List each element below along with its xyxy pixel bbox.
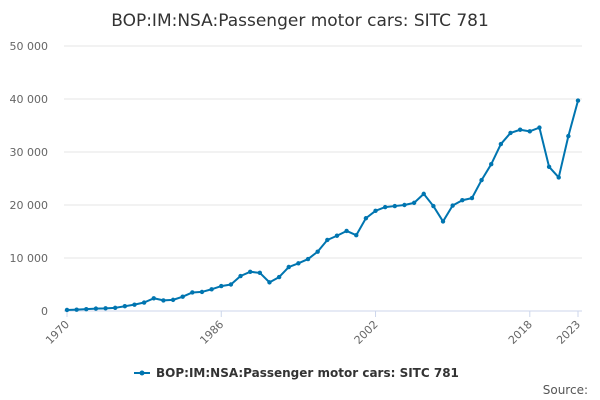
data-point[interactable]	[276, 274, 282, 280]
data-point[interactable]	[219, 283, 224, 289]
x-axis-ticks: 1970 1986 2002 2018 2023	[43, 311, 583, 347]
data-point[interactable]	[508, 130, 513, 136]
x-tick-label: 1986	[197, 318, 226, 347]
x-tick-label: 2002	[352, 318, 381, 347]
data-point[interactable]	[537, 125, 542, 130]
data-point[interactable]	[247, 269, 253, 274]
data-point[interactable]	[450, 203, 455, 208]
data-point[interactable]	[325, 237, 330, 243]
data-point[interactable]	[132, 302, 137, 307]
data-point[interactable]	[296, 261, 301, 266]
data-point[interactable]	[190, 290, 195, 295]
data-point[interactable]	[267, 280, 272, 285]
data-point[interactable]	[440, 219, 446, 224]
y-tick-label: 0	[41, 305, 48, 318]
y-tick-label: 10 000	[10, 252, 49, 265]
data-point[interactable]	[84, 306, 89, 312]
data-point[interactable]	[479, 177, 484, 183]
y-tick-label: 30 000	[10, 146, 49, 159]
data-point[interactable]	[421, 191, 426, 197]
data-point[interactable]	[566, 133, 571, 139]
data-point[interactable]	[161, 298, 166, 303]
data-point[interactable]	[180, 294, 185, 299]
data-point[interactable]	[527, 129, 532, 134]
data-point[interactable]	[469, 195, 475, 201]
data-point[interactable]	[257, 270, 263, 276]
data-point[interactable]	[363, 216, 369, 221]
data-point[interactable]	[373, 208, 378, 214]
data-point[interactable]	[546, 164, 552, 170]
x-tick-label: 2018	[506, 318, 535, 347]
data-point[interactable]	[556, 175, 561, 180]
data-point[interactable]	[151, 296, 156, 301]
data-point[interactable]	[64, 307, 70, 313]
data-point[interactable]	[489, 161, 494, 167]
data-point[interactable]	[228, 282, 234, 287]
series-group	[64, 98, 581, 313]
data-point[interactable]	[382, 204, 388, 210]
x-tick-label: 2023	[554, 318, 583, 347]
data-point[interactable]	[315, 249, 320, 254]
data-point[interactable]	[344, 228, 349, 234]
y-tick-label: 40 000	[10, 93, 49, 106]
data-point[interactable]	[199, 289, 205, 295]
gridlines	[64, 45, 582, 259]
data-point[interactable]	[170, 297, 176, 303]
source-label[interactable]: Source:	[543, 383, 588, 397]
data-point[interactable]	[122, 304, 128, 309]
legend-point-marker	[139, 370, 145, 376]
data-point[interactable]	[575, 98, 581, 103]
x-tick-label: 1970	[43, 318, 72, 347]
chart-title: BOP:IM:NSA:Passenger motor cars: SITC 78…	[111, 11, 489, 31]
data-point[interactable]	[286, 264, 291, 270]
legend-item-label: BOP:IM:NSA:Passenger motor cars: SITC 78…	[156, 366, 459, 380]
data-point[interactable]	[93, 306, 99, 311]
data-point[interactable]	[498, 141, 504, 147]
data-point[interactable]	[103, 306, 108, 311]
data-point[interactable]	[460, 198, 465, 203]
data-point[interactable]	[431, 203, 436, 209]
y-axis-ticks: 0 10 000 20 000 30 000 40 000 50 000	[10, 40, 49, 318]
data-point[interactable]	[305, 256, 311, 262]
y-tick-label: 20 000	[10, 199, 49, 212]
data-point[interactable]	[141, 300, 147, 305]
legend[interactable]: BOP:IM:NSA:Passenger motor cars: SITC 78…	[134, 366, 459, 380]
data-point[interactable]	[334, 233, 340, 238]
data-point[interactable]	[113, 305, 118, 311]
data-point[interactable]	[392, 203, 398, 209]
y-tick-label: 50 000	[10, 40, 49, 53]
data-point[interactable]	[411, 200, 417, 206]
data-point[interactable]	[402, 202, 407, 208]
data-point[interactable]	[238, 273, 243, 279]
data-point[interactable]	[74, 307, 79, 312]
data-point[interactable]	[209, 287, 214, 292]
data-point[interactable]	[517, 127, 523, 132]
data-point[interactable]	[354, 233, 359, 238]
